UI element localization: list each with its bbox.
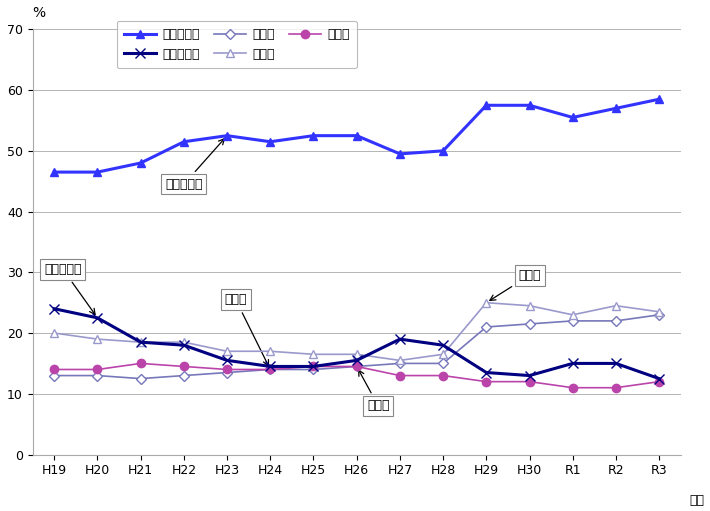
公債費: [352, 363, 361, 369]
扶助費: [395, 360, 404, 366]
人件費: [395, 357, 404, 363]
義務的経費: [655, 96, 663, 102]
Line: 扶助費: 扶助費: [51, 311, 662, 382]
公債費: [180, 363, 188, 369]
投資的経費: [525, 373, 534, 379]
投資的経費: [266, 363, 275, 369]
扶助費: [352, 363, 361, 369]
公債費: [655, 379, 663, 385]
扶助費: [482, 324, 491, 330]
Text: 公債費: 公債費: [359, 370, 390, 412]
人件費: [223, 348, 231, 354]
Line: 義務的経費: 義務的経費: [50, 95, 663, 176]
義務的経費: [93, 169, 102, 175]
義務的経費: [136, 160, 145, 166]
投資的経費: [482, 369, 491, 376]
Text: 人件費: 人件費: [490, 269, 541, 300]
Legend: 義務的経費, 投資的経費, 扶助費, 人件費, 公債費: 義務的経費, 投資的経費, 扶助費, 人件費, 公債費: [117, 21, 357, 68]
人件費: [352, 351, 361, 357]
公債費: [439, 373, 447, 379]
公債費: [50, 366, 58, 373]
Line: 公債費: 公債費: [50, 359, 663, 392]
義務的経費: [223, 132, 231, 138]
義務的経費: [395, 151, 404, 157]
公債費: [93, 366, 102, 373]
人件費: [50, 330, 58, 336]
公債費: [310, 363, 318, 369]
投資的経費: [180, 342, 188, 349]
投資的経費: [223, 357, 231, 363]
Text: 義務的経費: 義務的経費: [165, 139, 224, 191]
扶助費: [310, 366, 318, 373]
扶助費: [569, 318, 577, 324]
人件費: [611, 303, 620, 309]
Line: 投資的経費: 投資的経費: [50, 304, 664, 383]
人件費: [310, 351, 318, 357]
扶助費: [525, 321, 534, 327]
投資的経費: [93, 315, 102, 321]
投資的経費: [310, 363, 318, 369]
扶助費: [655, 312, 663, 318]
公債費: [136, 360, 145, 366]
人件費: [93, 336, 102, 342]
義務的経費: [50, 169, 58, 175]
人件費: [180, 339, 188, 345]
公債費: [223, 366, 231, 373]
投資的経費: [569, 360, 577, 366]
投資的経費: [395, 336, 404, 342]
人件費: [525, 303, 534, 309]
投資的経費: [50, 306, 58, 312]
Text: %: %: [33, 6, 45, 20]
人件費: [136, 339, 145, 345]
人件費: [655, 309, 663, 315]
扶助費: [266, 366, 275, 373]
義務的経費: [482, 102, 491, 108]
Text: 扶助費: 扶助費: [224, 293, 268, 366]
公債費: [611, 385, 620, 391]
扶助費: [180, 373, 188, 379]
扶助費: [611, 318, 620, 324]
義務的経費: [180, 138, 188, 145]
義務的経費: [569, 114, 577, 121]
義務的経費: [266, 138, 275, 145]
Text: 投資的経費: 投資的経費: [44, 263, 95, 314]
義務的経費: [310, 132, 318, 138]
公債費: [395, 373, 404, 379]
公債費: [525, 379, 534, 385]
義務的経費: [439, 148, 447, 154]
投資的経費: [611, 360, 620, 366]
扶助費: [136, 376, 145, 382]
人件費: [482, 299, 491, 306]
人件費: [266, 348, 275, 354]
扶助費: [50, 373, 58, 379]
公債費: [266, 366, 275, 373]
公債費: [482, 379, 491, 385]
義務的経費: [611, 105, 620, 111]
扶助費: [439, 360, 447, 366]
義務的経費: [352, 132, 361, 138]
扶助費: [223, 369, 231, 376]
投資的経費: [136, 339, 145, 345]
人件費: [569, 312, 577, 318]
Line: 人件費: 人件費: [50, 298, 663, 364]
投資的経費: [439, 342, 447, 349]
Text: 年度: 年度: [689, 494, 704, 507]
投資的経費: [352, 357, 361, 363]
扶助費: [93, 373, 102, 379]
義務的経費: [525, 102, 534, 108]
人件費: [439, 351, 447, 357]
投資的経費: [655, 376, 663, 382]
公債費: [569, 385, 577, 391]
